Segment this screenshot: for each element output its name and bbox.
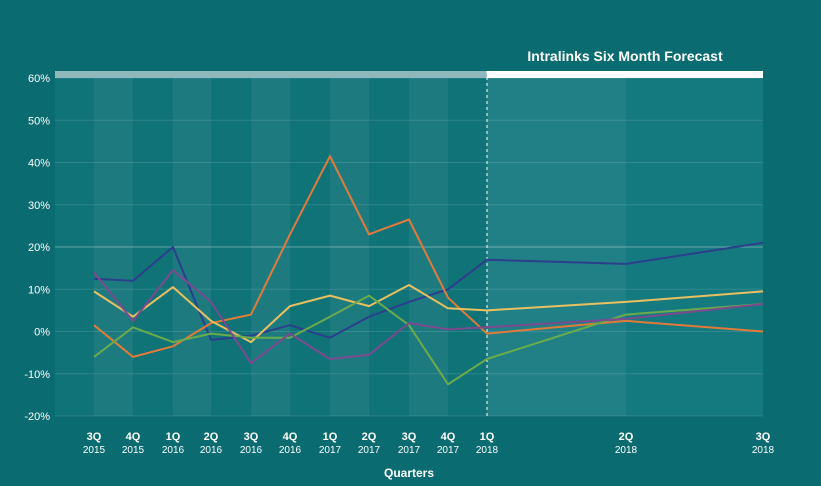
x-tick-quarter: 1Q — [323, 431, 338, 443]
y-axis-ticks: -20% -10% 0% 10% 20% 30% 40% 50% 60% — [24, 73, 50, 423]
x-tick-quarter: 3Q — [756, 431, 771, 443]
forecast-region — [487, 78, 763, 416]
quarter-bands — [55, 78, 763, 416]
x-tick-quarter: 2Q — [204, 431, 219, 443]
x-tick-year: 2017 — [398, 445, 421, 456]
y-tick-label: 20% — [28, 242, 50, 254]
chart-header: Intralinks Six Month Forecast — [55, 48, 763, 78]
x-tick-year: 2016 — [162, 445, 185, 456]
x-tick-quarter: 1Q — [480, 431, 495, 443]
series-line — [93, 284, 764, 344]
historical-region — [55, 78, 487, 416]
x-axis-label: Quarters — [384, 466, 434, 480]
x-tick-quarter: 3Q — [244, 431, 259, 443]
historical-period-bar — [55, 71, 487, 78]
x-tick-quarter: 1Q — [166, 431, 181, 443]
y-tick-label: 50% — [28, 115, 50, 127]
quarter-band — [173, 78, 211, 416]
chart-title: Intralinks Six Month Forecast — [527, 48, 723, 64]
y-tick-label: 30% — [28, 200, 50, 212]
x-tick-year: 2017 — [358, 445, 381, 456]
x-axis-ticks: 3Q 2015 4Q 2015 1Q 2016 2Q 2016 3Q 2016 4Q 2016 1Q 20… — [83, 431, 775, 456]
x-tick-quarter: 4Q — [126, 431, 141, 443]
forecast-period-bar — [487, 71, 763, 78]
series-lines — [93, 155, 764, 386]
x-tick-year: 2017 — [319, 445, 342, 456]
x-tick-year: 2016 — [200, 445, 223, 456]
y-tick-label: 60% — [28, 73, 50, 85]
y-tick-label: 40% — [28, 158, 50, 170]
series-line — [93, 155, 764, 358]
x-tick-quarter: 4Q — [441, 431, 456, 443]
quarter-band — [487, 78, 626, 416]
y-tick-label: -20% — [24, 411, 50, 423]
x-tick-year: 2018 — [615, 445, 638, 456]
x-tick-quarter: 2Q — [619, 431, 634, 443]
x-tick-year: 2017 — [437, 445, 460, 456]
x-tick-quarter: 3Q — [87, 431, 102, 443]
quarter-band — [94, 78, 133, 416]
series-line — [93, 294, 764, 386]
y-tick-label: -10% — [24, 369, 50, 381]
quarter-band — [330, 78, 369, 416]
x-tick-year: 2015 — [122, 445, 145, 456]
x-tick-quarter: 3Q — [402, 431, 417, 443]
quarter-band — [409, 78, 448, 416]
y-tick-label: 10% — [28, 284, 50, 296]
x-tick-year: 2016 — [240, 445, 263, 456]
y-tick-label: 0% — [34, 327, 50, 339]
series-line — [93, 241, 764, 341]
x-tick-quarter: 2Q — [362, 431, 377, 443]
x-tick-year: 2018 — [752, 445, 775, 456]
x-tick-year: 2016 — [279, 445, 302, 456]
x-tick-year: 2018 — [476, 445, 499, 456]
x-tick-quarter: 4Q — [283, 431, 298, 443]
series-line — [93, 269, 764, 365]
x-tick-year: 2015 — [83, 445, 106, 456]
